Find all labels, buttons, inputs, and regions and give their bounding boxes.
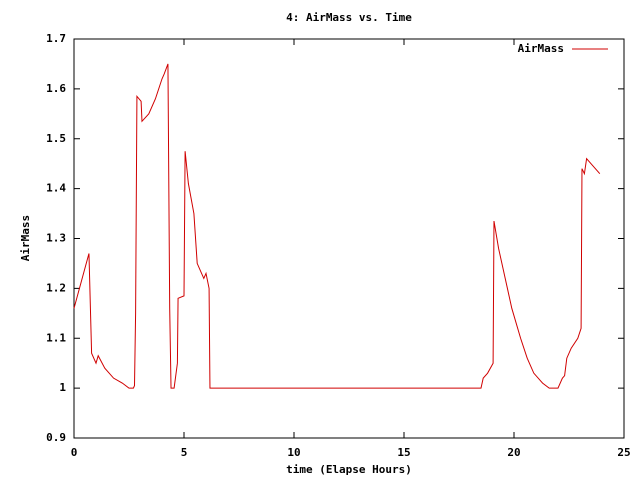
data-line bbox=[73, 63, 601, 389]
y-tick-label: 1.1 bbox=[46, 331, 66, 344]
y-tick-label: 1.5 bbox=[46, 132, 66, 145]
x-axis-label: time (Elapse Hours) bbox=[286, 463, 412, 476]
y-tick-label: 1.4 bbox=[46, 182, 66, 195]
x-tick-label: 0 bbox=[71, 446, 78, 459]
y-tick-label: 1.2 bbox=[46, 281, 66, 294]
y-tick-label: 1.6 bbox=[46, 82, 66, 95]
x-tick-label: 20 bbox=[507, 446, 520, 459]
chart-title: 4: AirMass vs. Time bbox=[286, 11, 412, 24]
y-axis-label: AirMass bbox=[19, 215, 32, 261]
x-tick-label: 15 bbox=[397, 446, 410, 459]
y-tick-label: 1.7 bbox=[46, 32, 66, 45]
y-tick-label: 1 bbox=[59, 381, 66, 394]
y-tick-label: 0.9 bbox=[46, 431, 66, 444]
x-tick-label: 25 bbox=[617, 446, 630, 459]
x-tick-label: 5 bbox=[181, 446, 188, 459]
y-tick-label: 1.3 bbox=[46, 232, 66, 245]
x-tick-label: 10 bbox=[287, 446, 300, 459]
legend-label: AirMass bbox=[518, 42, 564, 55]
